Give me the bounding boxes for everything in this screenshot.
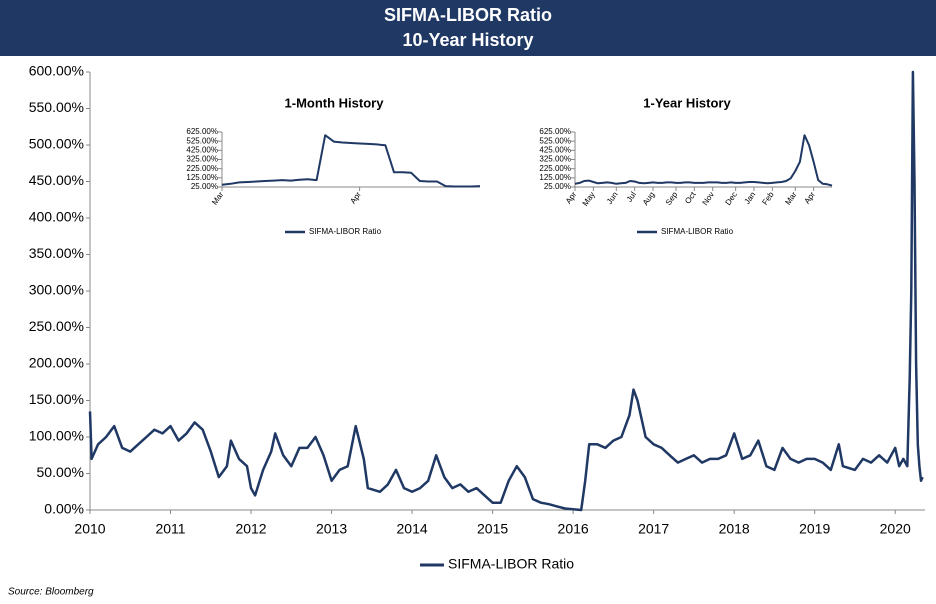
x-tick-label: 2015: [477, 521, 508, 537]
y-tick-label: 425.00%: [539, 145, 571, 154]
y-tick-label: 400.00%: [29, 209, 84, 225]
y-tick-label: 625.00%: [186, 127, 218, 136]
y-tick-label: 0.00%: [44, 501, 84, 517]
x-tick-label: Jun: [605, 190, 620, 206]
y-tick-label: 350.00%: [29, 245, 84, 261]
x-tick-label: Mar: [783, 190, 798, 207]
y-tick-label: 450.00%: [29, 172, 84, 188]
x-tick-label: Apr: [348, 190, 363, 206]
y-tick-label: 250.00%: [29, 318, 84, 334]
y-tick-label: 525.00%: [186, 136, 218, 145]
chart-title: SIFMA-LIBOR Ratio: [384, 5, 552, 25]
y-tick-label: 125.00%: [539, 173, 571, 182]
x-tick-label: 2017: [638, 521, 669, 537]
y-tick-label: 25.00%: [544, 182, 571, 191]
x-tick-label: 2011: [155, 521, 185, 537]
y-tick-label: 600.00%: [29, 63, 84, 79]
y-tick-label: 200.00%: [29, 355, 84, 371]
inset-title: 1-Year History: [643, 95, 731, 110]
x-tick-label: 2019: [799, 521, 830, 537]
y-tick-label: 50.00%: [37, 464, 84, 480]
header-band: [0, 0, 936, 56]
chart-subtitle: 10-Year History: [402, 30, 533, 50]
x-tick-label: Jul: [625, 190, 638, 204]
source-note: Source: Bloomberg: [8, 587, 94, 598]
x-tick-label: 2010: [74, 521, 105, 537]
legend-label: SIFMA-LIBOR Ratio: [661, 227, 734, 236]
x-tick-label: 2020: [880, 521, 911, 537]
y-tick-label: 225.00%: [539, 164, 571, 173]
y-tick-label: 550.00%: [29, 99, 84, 115]
x-tick-label: Apr: [564, 190, 579, 206]
y-tick-label: 225.00%: [186, 164, 218, 173]
x-tick-label: Dec: [723, 190, 739, 207]
y-tick-label: 325.00%: [539, 155, 571, 164]
y-tick-label: 25.00%: [191, 182, 218, 191]
x-tick-label: 2016: [558, 521, 589, 537]
x-tick-label: Mar: [210, 190, 225, 207]
x-tick-label: 2013: [316, 521, 347, 537]
legend-label: SIFMA-LIBOR Ratio: [309, 227, 382, 236]
x-tick-label: 2018: [719, 521, 750, 537]
x-tick-label: Sep: [664, 190, 680, 207]
x-tick-label: Jan: [743, 190, 758, 206]
y-tick-label: 150.00%: [29, 391, 84, 407]
y-tick-label: 525.00%: [539, 136, 571, 145]
data-line: [221, 134, 481, 188]
y-tick-label: 500.00%: [29, 136, 84, 152]
x-tick-label: May: [581, 190, 597, 208]
y-tick-label: 325.00%: [186, 155, 218, 164]
y-tick-label: 300.00%: [29, 282, 84, 298]
y-tick-label: 125.00%: [186, 173, 218, 182]
x-tick-label: 2012: [235, 521, 266, 537]
y-tick-label: 100.00%: [29, 428, 84, 444]
legend-label: SIFMA-LIBOR Ratio: [448, 556, 574, 572]
x-tick-label: Apr: [802, 190, 817, 206]
x-tick-label: Oct: [683, 190, 698, 206]
x-tick-label: Aug: [641, 190, 657, 207]
data-line: [88, 70, 924, 512]
y-tick-label: 425.00%: [186, 145, 218, 154]
x-tick-label: Feb: [760, 190, 776, 207]
inset-title: 1-Month History: [285, 95, 385, 110]
data-line: [574, 134, 833, 187]
y-tick-label: 625.00%: [539, 127, 571, 136]
x-tick-label: 2014: [397, 521, 428, 537]
x-tick-label: Nov: [701, 190, 717, 207]
